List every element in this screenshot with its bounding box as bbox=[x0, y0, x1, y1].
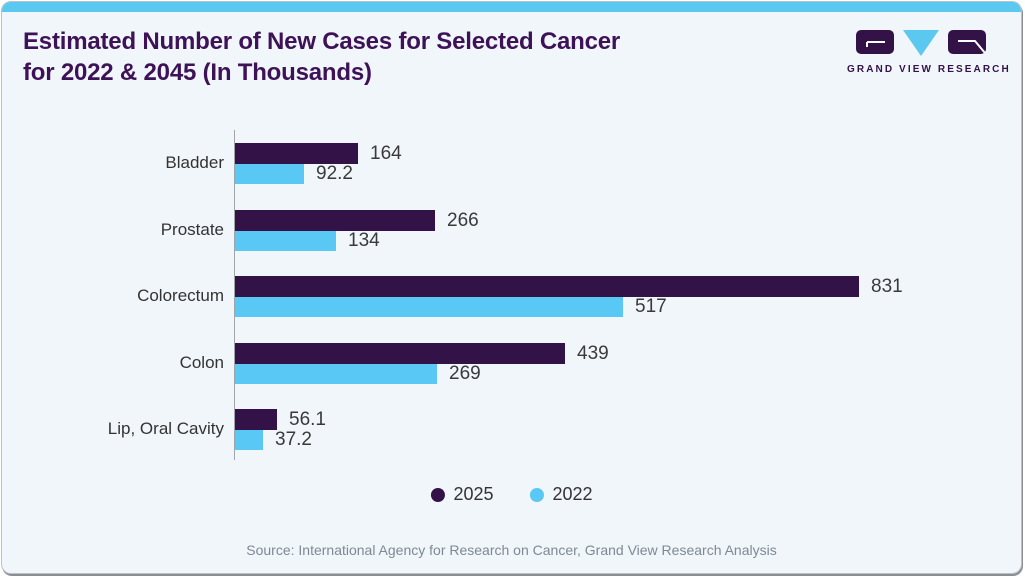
bar-2025-colon bbox=[235, 343, 565, 364]
value-label: 266 bbox=[447, 209, 479, 231]
logo-r-mark-icon bbox=[948, 30, 986, 54]
page-title: Estimated Number of New Cases for Select… bbox=[23, 26, 743, 88]
logo-g-mark-icon bbox=[856, 30, 894, 54]
title-line-1: Estimated Number of New Cases for Select… bbox=[23, 28, 621, 55]
category-label: Bladder bbox=[165, 153, 224, 172]
gvr-logo-icon bbox=[847, 29, 995, 57]
category-label: Lip, Oral Cavity bbox=[107, 419, 224, 438]
category-label: Colorectum bbox=[137, 286, 224, 305]
legend-dot-2022-icon bbox=[529, 487, 544, 502]
bar-2025-lip-oral-cavity bbox=[235, 409, 277, 430]
chart-legend: 2025 2022 bbox=[430, 484, 593, 505]
category-label: Prostate bbox=[160, 220, 224, 239]
legend-item-2025: 2025 bbox=[430, 484, 494, 505]
value-label: 831 bbox=[871, 275, 903, 297]
y-axis-line bbox=[234, 130, 235, 460]
bar-2022-colorectum bbox=[235, 297, 623, 317]
accent-top-strip bbox=[2, 2, 1021, 12]
value-label: 439 bbox=[577, 342, 609, 364]
logo-v-mark-icon bbox=[903, 30, 939, 56]
value-label: 517 bbox=[635, 296, 667, 317]
legend-item-2022: 2022 bbox=[529, 484, 593, 505]
value-label: 269 bbox=[449, 363, 481, 384]
value-label: 164 bbox=[370, 142, 402, 164]
legend-dot-2025-icon bbox=[430, 487, 445, 502]
brand-logo: GRAND VIEW RESEARCH bbox=[847, 29, 1011, 75]
value-label: 37.2 bbox=[275, 429, 312, 450]
brand-name: GRAND VIEW RESEARCH bbox=[847, 64, 1011, 75]
category-label: Colon bbox=[179, 353, 224, 372]
bar-2022-bladder bbox=[235, 164, 304, 184]
bar-2022-prostate bbox=[235, 231, 336, 251]
bar-2022-colon bbox=[235, 364, 437, 384]
legend-label-2025: 2025 bbox=[453, 484, 494, 504]
legend-label-2022: 2022 bbox=[552, 484, 593, 504]
value-label: 134 bbox=[348, 230, 380, 251]
bar-2025-colorectum bbox=[235, 276, 859, 297]
bar-2025-bladder bbox=[235, 143, 358, 164]
value-label: 56.1 bbox=[289, 408, 326, 430]
value-label: 92.2 bbox=[316, 163, 353, 184]
bar-chart: Bladder 164 92.2 Prostate 266 134 Colorectum 83… bbox=[108, 130, 1005, 460]
source-note: Source: International Agency for Researc… bbox=[246, 542, 777, 558]
title-line-2: for 2022 & 2045 (In Thousands) bbox=[23, 59, 372, 86]
bar-2022-lip-oral-cavity bbox=[235, 430, 263, 450]
bar-2025-prostate bbox=[235, 210, 435, 231]
